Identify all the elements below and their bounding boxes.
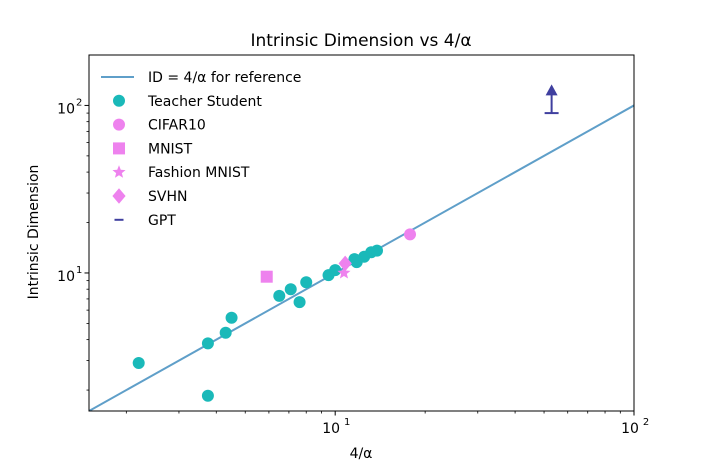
x-tick-exponent: 2 [643, 417, 649, 428]
data-point [329, 264, 342, 277]
legend-marker [112, 188, 126, 204]
x-axis-ticks: 10 1 10 2 [322, 411, 649, 437]
legend-label: CIFAR10 [148, 118, 206, 134]
x-tick-label: 10 [621, 421, 639, 437]
legend-marker [113, 142, 125, 155]
legend-item-teacher-student: Teacher Student [113, 94, 262, 110]
data-point [300, 276, 313, 289]
y-axis-label: Intrinsic Dimension [26, 165, 42, 300]
y-tick-exponent: 2 [76, 97, 82, 108]
data-point [225, 311, 238, 324]
data-point [201, 389, 214, 402]
legend-marker [113, 118, 125, 131]
legend-marker [113, 94, 125, 107]
axes-frame [88, 54, 635, 412]
series-cifar10 [404, 228, 417, 241]
y-tick-label: 10 [57, 269, 75, 285]
y-tick-label: 10 [57, 101, 75, 117]
legend-item-fashion-mnist: Fashion MNIST [112, 165, 250, 181]
data-point [337, 266, 351, 279]
x-tick-label: 10 [322, 421, 340, 437]
legend-item-cifar10: CIFAR10 [113, 118, 206, 134]
x-axis-label: 4/α [350, 446, 373, 462]
data-point [219, 326, 232, 339]
legend-label: MNIST [148, 141, 193, 157]
legend-item-gpt: GPT [114, 213, 176, 229]
data-point [404, 228, 417, 241]
data-point [338, 255, 352, 272]
legend-item-svhn: SVHN [112, 188, 187, 205]
data-point [284, 283, 297, 296]
legend-item-mnist: MNIST [113, 141, 193, 157]
legend-label: ID = 4/α for reference [148, 70, 301, 86]
data-point [293, 296, 306, 309]
gpt-arrow-head [545, 84, 558, 96]
legend: ID = 4/α for reference Teacher Student CIF… [101, 70, 301, 229]
legend-label: Teacher Student [147, 94, 262, 110]
data-point [132, 357, 145, 370]
legend-label: SVHN [148, 189, 187, 205]
series-gpt [544, 84, 559, 115]
legend-item-reference: ID = 4/α for reference [101, 70, 301, 86]
series-svhn [338, 255, 352, 272]
data-point [370, 244, 383, 257]
legend-label: GPT [148, 213, 176, 229]
series-mnist [260, 270, 273, 283]
data-point [260, 270, 273, 283]
chart-title: Intrinsic Dimension vs 4/α [250, 31, 471, 51]
series-fashion-mnist [337, 266, 351, 279]
data-point [273, 289, 286, 302]
series-teacher-student [132, 244, 383, 402]
x-tick-exponent: 1 [344, 417, 350, 428]
legend-marker [112, 165, 126, 178]
legend-label: Fashion MNIST [148, 165, 250, 181]
data-point [201, 337, 214, 350]
plot-area: 10 1 10 210 110 2 [57, 54, 649, 437]
y-tick-exponent: 1 [76, 265, 82, 276]
